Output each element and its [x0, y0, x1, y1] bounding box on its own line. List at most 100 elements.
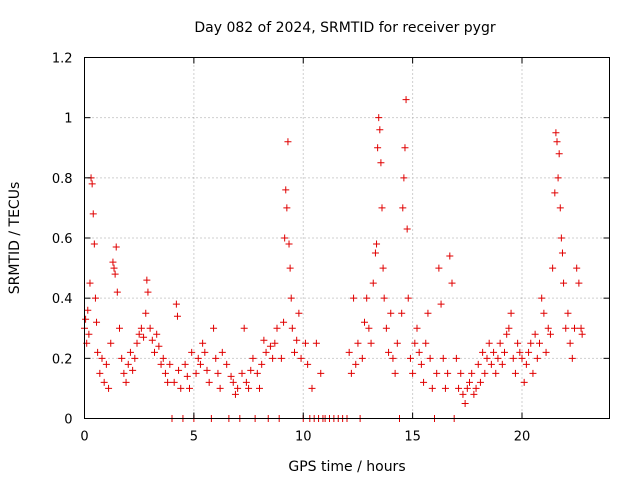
- data-point: [100, 378, 108, 386]
- data-point: [107, 339, 115, 347]
- data-point: [385, 348, 393, 356]
- data-point: [533, 354, 541, 362]
- data-point: [571, 324, 578, 332]
- data-point: [90, 240, 98, 248]
- data-point: [428, 384, 436, 392]
- data-point: [231, 390, 239, 398]
- data-point: [514, 339, 522, 347]
- data-point: [555, 150, 563, 158]
- data-point: [404, 294, 412, 302]
- data-point: [553, 138, 561, 146]
- data-point: [363, 294, 371, 302]
- data-point: [379, 264, 387, 272]
- data-point: [105, 384, 113, 392]
- data-point: [371, 249, 379, 257]
- data-point: [564, 309, 572, 317]
- data-point: [240, 324, 248, 332]
- data-point: [507, 309, 515, 317]
- data-point: [137, 324, 145, 332]
- y-axis-label: SRMTID / TECUs: [7, 182, 23, 295]
- data-point: [399, 204, 407, 212]
- data-point: [542, 348, 550, 356]
- data-point: [393, 339, 401, 347]
- data-point: [153, 330, 161, 338]
- data-points: [81, 96, 586, 422]
- data-point: [304, 360, 312, 368]
- data-point: [558, 249, 566, 257]
- data-point: [455, 384, 463, 392]
- data-point: [155, 342, 163, 350]
- data-point: [485, 339, 493, 347]
- data-point: [531, 330, 539, 338]
- data-point: [196, 360, 204, 368]
- data-point: [496, 339, 504, 347]
- data-point: [293, 336, 301, 344]
- data-point: [277, 354, 285, 362]
- data-point: [476, 378, 484, 386]
- data-point: [509, 354, 517, 362]
- data-point: [308, 384, 316, 392]
- data-point: [234, 384, 242, 392]
- data-point: [522, 360, 530, 368]
- data-point: [120, 369, 128, 377]
- data-point: [110, 264, 118, 272]
- data-point: [575, 279, 583, 287]
- data-point: [143, 276, 151, 284]
- data-point: [135, 330, 143, 338]
- data-point: [96, 369, 104, 377]
- data-point: [422, 339, 430, 347]
- data-point: [164, 378, 172, 386]
- data-point: [466, 378, 473, 386]
- data-point: [391, 369, 399, 377]
- data-point: [93, 318, 101, 326]
- x-tick-label: 5: [190, 430, 198, 445]
- data-point: [413, 324, 421, 332]
- y-axis: 0 0.2 0.4 0.6 0.8 1 1.2: [52, 52, 610, 428]
- x-tick-label: 10: [295, 430, 312, 445]
- data-point: [435, 264, 443, 272]
- y-tick-label: 0.6: [52, 232, 73, 247]
- data-point: [511, 369, 519, 377]
- data-point: [148, 336, 156, 344]
- data-point: [525, 348, 533, 356]
- data-point: [369, 279, 377, 287]
- data-point: [242, 378, 250, 386]
- data-point: [350, 294, 358, 302]
- data-point: [420, 378, 428, 386]
- data-point: [177, 384, 185, 392]
- data-point: [554, 174, 562, 182]
- data-point: [295, 309, 303, 317]
- data-point: [85, 330, 93, 338]
- data-point: [406, 354, 414, 362]
- data-point: [271, 339, 279, 347]
- data-point: [540, 309, 548, 317]
- y-tick-label: 0.4: [52, 292, 73, 307]
- data-point: [161, 369, 169, 377]
- data-point: [118, 354, 126, 362]
- data-point: [551, 189, 559, 197]
- data-point: [253, 369, 261, 377]
- data-point: [281, 234, 289, 242]
- chart-title: Day 082 of 2024, SRMTID for receiver pyg…: [194, 20, 495, 36]
- data-point: [452, 354, 460, 362]
- data-point: [199, 339, 207, 347]
- data-point: [538, 294, 546, 302]
- data-point: [205, 378, 213, 386]
- data-point: [433, 369, 441, 377]
- data-point: [382, 324, 390, 332]
- data-point: [518, 354, 526, 362]
- data-point: [124, 360, 132, 368]
- data-point: [375, 114, 383, 122]
- data-point: [501, 348, 508, 356]
- data-point: [492, 369, 500, 377]
- data-point: [546, 330, 554, 338]
- data-point: [403, 225, 411, 233]
- data-point: [498, 360, 506, 368]
- data-point: [387, 309, 395, 317]
- data-point: [151, 348, 158, 356]
- x-axis-label: GPS time / hours: [288, 459, 405, 475]
- data-point: [131, 354, 139, 362]
- data-point: [439, 354, 447, 362]
- data-point: [448, 279, 456, 287]
- data-point: [287, 294, 295, 302]
